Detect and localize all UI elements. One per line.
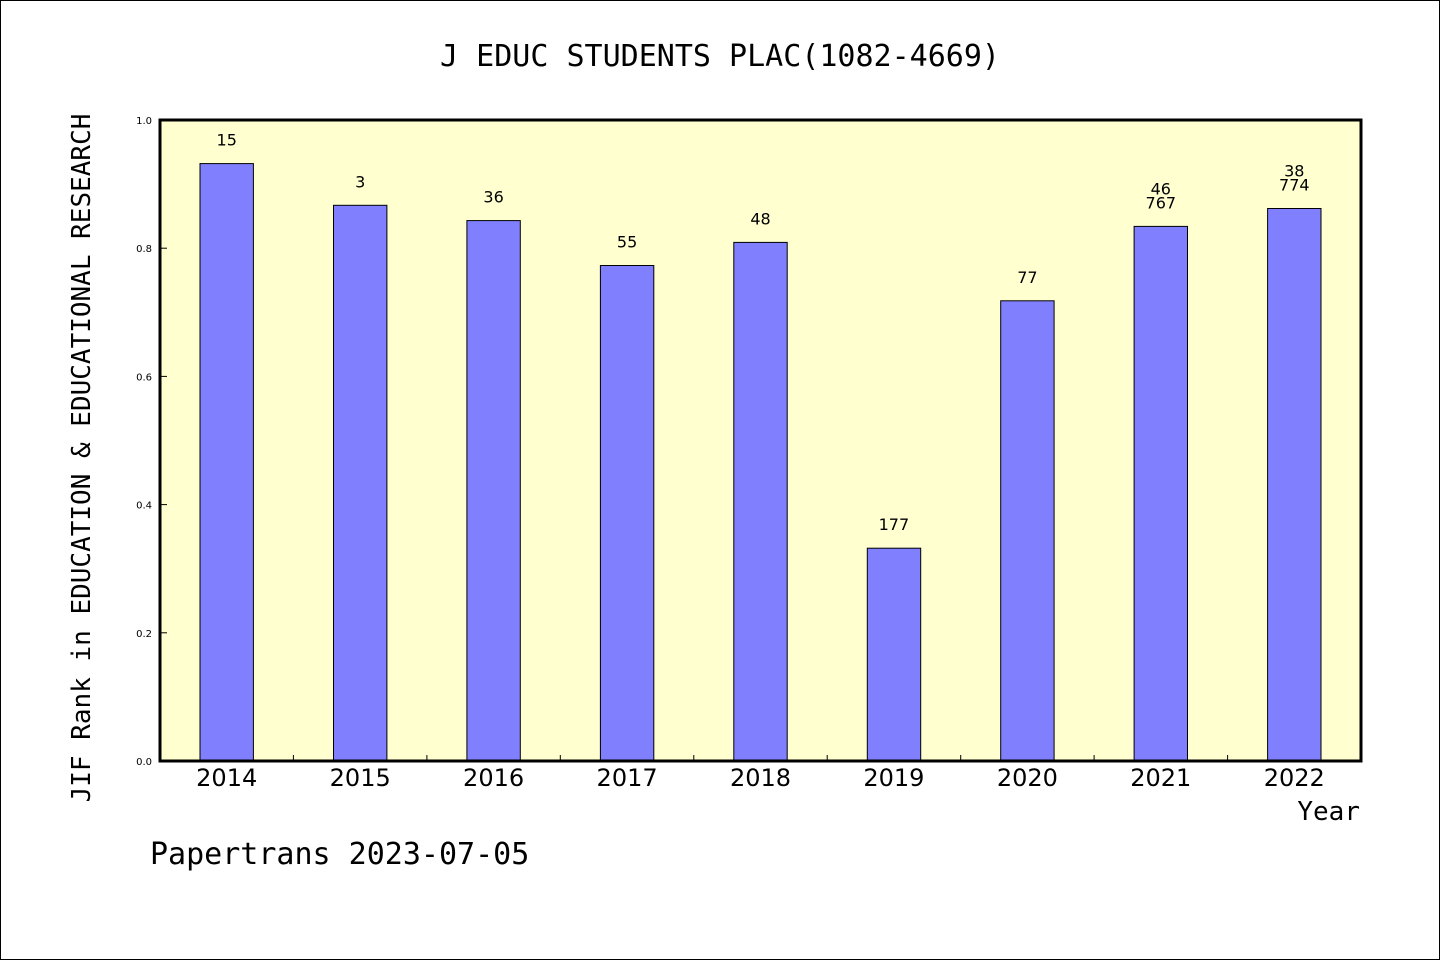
x-axis: 2014 2015 2016 2017 2018 2019 2020 2021 2022 [196,755,1325,792]
y-tick-label-0.2: 0.2 [136,629,152,640]
bar-series [199,163,1322,762]
bar-2014 [199,163,254,762]
bar-label-2016: 36 [483,188,503,207]
bar-2017 [599,265,655,762]
x-tick-label-2022: 2022 [1264,764,1325,792]
y-tick-label-1.0: 1.0 [136,116,152,127]
bar-label-2017: 55 [617,233,637,252]
x-tick-label-2016: 2016 [463,764,524,792]
y-tick-label-0.6: 0.6 [136,372,152,383]
x-tick-label-2015: 2015 [330,764,391,792]
x-axis-label: Year [1297,797,1360,827]
y-tick-label-0.0: 0.0 [136,757,152,768]
bar-label-2022-1: 38 [1284,162,1304,181]
x-tick-label-2021: 2021 [1130,764,1191,792]
bar-2022 [1267,208,1322,762]
x-tick-label-2020: 2020 [997,764,1058,792]
x-tick-label-2019: 2019 [863,764,924,792]
bar-label-2020: 77 [1017,268,1037,287]
bar-label-2019: 177 [879,515,910,534]
bar-label-2021-1: 46 [1151,179,1171,198]
bar-label-2021-2: 767 [1146,193,1177,212]
y-axis-label: JIF Rank in EDUCATION & EDUCATIONAL RESE… [67,114,97,803]
bar-label-2015: 3 [355,172,365,191]
footer-credit: Papertrans 2023-07-05 [150,837,529,872]
plot-border [158,118,1363,763]
bar-2021 [1133,225,1188,762]
bar-label-2022-2: 774 [1279,176,1310,195]
x-tick-label-2014: 2014 [196,764,257,792]
bar-2016 [466,220,521,762]
bar-2018 [733,241,788,762]
y-tick-label-0.4: 0.4 [136,501,152,512]
chart-title: J EDUC STUDENTS PLAC(1082-4669) [440,39,1000,74]
x-tick-label-2017: 2017 [597,764,658,792]
y-tick-label-0.8: 0.8 [136,244,152,255]
bar-2020 [1000,300,1055,762]
bar-label-2018: 48 [750,209,770,228]
bar-label-2014: 15 [217,131,237,150]
x-tick-label-2018: 2018 [730,764,791,792]
bar-2019 [866,547,922,762]
bar-2015 [333,204,388,762]
